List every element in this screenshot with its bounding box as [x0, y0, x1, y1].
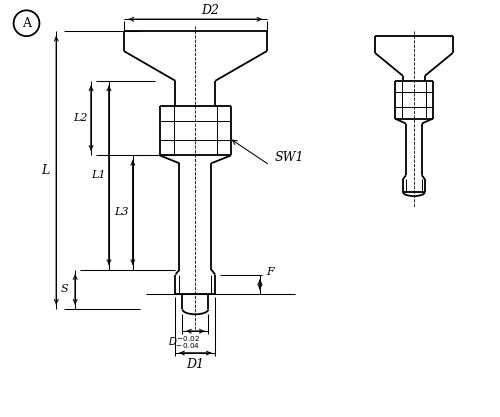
Text: A: A: [22, 17, 31, 30]
Text: L3: L3: [114, 208, 129, 218]
Text: L2: L2: [73, 113, 88, 123]
Text: L1: L1: [91, 170, 106, 180]
Text: S: S: [60, 284, 68, 294]
Text: L: L: [41, 164, 50, 177]
Text: D2: D2: [202, 4, 220, 17]
Text: SW1: SW1: [275, 151, 304, 164]
Text: F: F: [266, 266, 274, 276]
Text: $D^{-0.02}_{-0.04}$: $D^{-0.02}_{-0.04}$: [168, 335, 200, 352]
Text: D1: D1: [186, 359, 204, 372]
